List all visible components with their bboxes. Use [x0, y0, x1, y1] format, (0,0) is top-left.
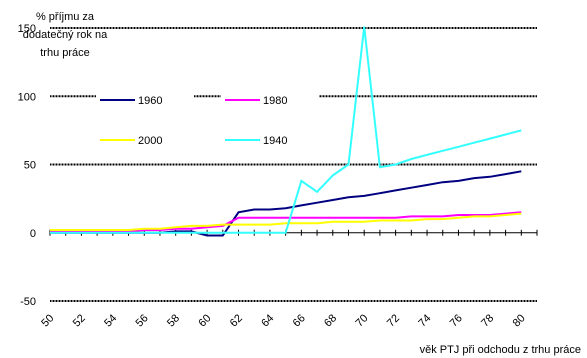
x-tick-label-74: 74 — [416, 312, 433, 329]
legend-label-2000: 2000 — [138, 135, 162, 147]
x-tick-label-60: 60 — [196, 312, 213, 329]
x-tick-label-72: 72 — [385, 312, 402, 329]
x-tick-label-80: 80 — [511, 312, 528, 329]
y-tick-label--50: -50 — [20, 296, 36, 308]
x-tick-label-54: 54 — [102, 312, 119, 329]
y-tick-label-50: 50 — [24, 160, 36, 172]
legend-label-1980: 1980 — [263, 95, 287, 107]
legend-label-1960: 1960 — [138, 95, 162, 107]
y-axis-title-line-3: trhu práce — [40, 47, 90, 59]
x-tick-label-52: 52 — [71, 312, 88, 329]
series-line-1980 — [50, 211, 522, 233]
y-tick-label-150: 150 — [18, 23, 36, 35]
y-tick-label-100: 100 — [18, 91, 36, 103]
y-axis-title-line-1: % příjmu za — [35, 11, 95, 23]
x-tick-label-58: 58 — [165, 312, 182, 329]
x-tick-label-76: 76 — [448, 312, 465, 329]
series-line-2000 — [50, 212, 522, 231]
x-tick-label-78: 78 — [479, 312, 496, 329]
x-tick-label-62: 62 — [228, 312, 245, 329]
y-axis-title-line-2: dodatečný rok na — [22, 29, 108, 41]
legend-label-1940: 1940 — [263, 135, 287, 147]
y-tick-label-0: 0 — [30, 228, 36, 240]
x-tick-label-64: 64 — [259, 312, 276, 329]
legend-bg-1940 — [221, 132, 319, 148]
x-tick-label-56: 56 — [134, 312, 151, 329]
x-tick-label-70: 70 — [353, 312, 370, 329]
series-line-1960 — [50, 170, 522, 237]
x-axis-title: věk PTJ při odchodu z trhu práce — [419, 344, 581, 356]
x-tick-label-50: 50 — [39, 312, 56, 329]
legend-bg-1960 — [96, 92, 194, 108]
y-axis-title: % příjmu za dodatečný rok na trhu práce — [0, 8, 130, 62]
series-line-1940 — [50, 26, 522, 234]
legend-bg-2000 — [96, 132, 194, 148]
x-tick-label-66: 66 — [291, 312, 308, 329]
legend-bg-1980 — [221, 92, 319, 108]
x-tick-label-68: 68 — [322, 312, 339, 329]
